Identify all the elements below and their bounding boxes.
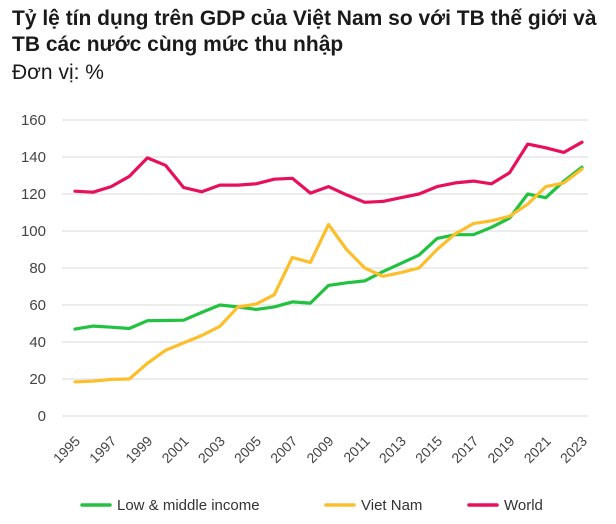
chart-title: Tỷ lệ tín dụng trên GDP của Việt Nam so … [12,7,597,56]
y-tick-label: 160 [21,112,46,129]
x-tick-label: 2023 [557,433,590,466]
x-tick-label: 2005 [231,433,264,466]
y-tick-label: 40 [29,334,46,351]
y-tick-label: 80 [29,260,46,277]
legend-label-world: World [504,497,543,514]
x-tick-label: 2021 [521,433,554,466]
legend-label-low-middle-income: Low & middle income [117,497,260,514]
chart-subtitle: Đơn vị: % [12,61,104,84]
x-tick-label: 2015 [412,433,445,466]
x-tick-label: 2009 [303,433,336,466]
x-tick-label: 1999 [122,433,155,466]
series-line-world [73,140,584,204]
x-tick-label: 2003 [195,433,228,466]
y-tick-label: 100 [21,223,46,240]
y-tick-label: 60 [29,297,46,314]
legend-label-viet-nam: Viet Nam [361,497,422,514]
x-tick-label: 1995 [50,433,83,466]
x-tick-label: 2011 [340,433,373,466]
x-tick-label: 2017 [448,433,481,466]
series-line-viet-nam [73,167,584,384]
x-tick-label: 1997 [86,433,119,466]
x-tick-label: 2013 [376,433,409,466]
x-tick-label: 2001 [158,433,191,466]
y-tick-label: 140 [21,149,46,166]
x-tick-label: 2007 [267,433,300,466]
series-line-low-middle-income [73,165,584,331]
y-tick-label: 120 [21,186,46,203]
y-tick-label: 0 [38,408,46,425]
x-tick-label: 2019 [484,433,517,466]
y-tick-label: 20 [29,371,46,388]
